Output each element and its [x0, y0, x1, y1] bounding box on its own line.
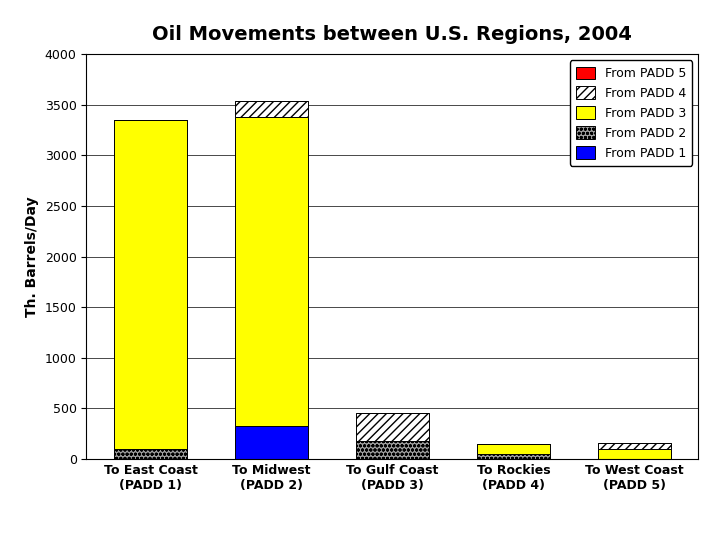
Bar [356, 413, 428, 441]
Legend: From PADD 5, From PADD 4, From PADD 3, From PADD 2, From PADD 1: From PADD 5, From PADD 4, From PADD 3, F… [570, 60, 692, 166]
Bar [477, 454, 549, 459]
Bar [235, 426, 307, 459]
Title: Oil Movements between U.S. Regions, 2004: Oil Movements between U.S. Regions, 2004 [153, 25, 632, 44]
Bar [114, 449, 186, 459]
Bar [114, 120, 186, 449]
Y-axis label: Th. Barrels/Day: Th. Barrels/Day [25, 196, 40, 317]
Bar [598, 449, 670, 459]
Bar [598, 443, 670, 449]
Bar [235, 101, 307, 117]
Bar [477, 444, 549, 454]
Bar [356, 441, 428, 459]
Bar [235, 117, 307, 426]
